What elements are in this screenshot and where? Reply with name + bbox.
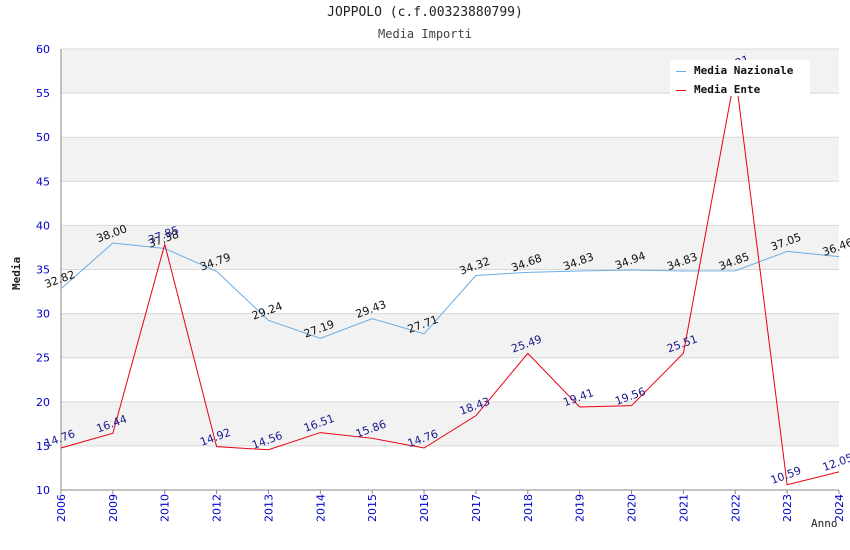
y-tick-label: 15 <box>36 440 50 453</box>
y-axis-label: Media <box>10 256 23 290</box>
x-tick-label: 2006 <box>55 494 68 522</box>
x-tick-label: 2024 <box>833 494 846 522</box>
x-tick-label: 2012 <box>211 494 224 522</box>
y-tick-label: 55 <box>36 87 50 100</box>
x-tick-label: 2009 <box>107 494 120 522</box>
series-line-ente <box>60 73 840 486</box>
x-tick-label: 2013 <box>262 494 275 522</box>
y-tick-label: 35 <box>36 264 50 277</box>
legend-label-nazionale: Media Nazionale <box>694 64 794 77</box>
x-tick-label: 2015 <box>366 494 379 522</box>
series-line-nazionale <box>60 242 840 339</box>
legend: Media Nazionale Media Ente <box>670 60 810 96</box>
grid-band <box>61 137 839 182</box>
x-tick-label: 2023 <box>781 494 794 522</box>
x-tick-label: 2021 <box>677 494 690 522</box>
y-tick-label: 10 <box>36 484 50 497</box>
x-tick-label: 2019 <box>574 494 587 522</box>
gridlines <box>61 48 839 491</box>
y-tick-label: 30 <box>36 308 50 321</box>
y-tick-label: 20 <box>36 396 50 409</box>
data-label: 10.59 <box>769 464 803 487</box>
y-tick-label: 45 <box>36 175 50 188</box>
y-tick-label: 40 <box>36 219 50 232</box>
legend-swatch-ente <box>676 90 686 91</box>
x-tick-label: 2010 <box>159 494 172 522</box>
data-label: 12.05 <box>821 451 850 474</box>
x-tick-label: 2020 <box>626 494 639 522</box>
chart-title: JOPPOLO (c.f.00323880799) <box>327 5 523 20</box>
axes <box>60 49 840 494</box>
legend-item-ente: Media Ente <box>670 79 810 97</box>
x-tick-label: 2014 <box>314 494 327 522</box>
x-tick-label: 2017 <box>470 494 483 522</box>
legend-label-ente: Media Ente <box>694 83 761 96</box>
grid-band <box>61 401 839 446</box>
x-tick-label: 2018 <box>522 494 535 522</box>
x-axis-label: Anno <box>811 517 838 530</box>
chart-subtitle: Media Importi <box>378 27 472 41</box>
x-tick-label: 2016 <box>418 494 431 522</box>
series-lines <box>60 73 840 486</box>
y-tick-label: 60 <box>36 43 50 56</box>
x-tick-labels: 2006 2009 2010 2012 2013 2014 2015 2016 2017 2018… <box>55 494 846 522</box>
grid-band <box>61 313 839 358</box>
legend-item-nazionale: Media Nazionale <box>670 60 810 78</box>
data-label: 14.76 <box>43 427 77 450</box>
y-tick-labels: 10 15 20 25 30 35 40 45 50 55 60 <box>36 43 50 497</box>
x-tick-label: 2022 <box>729 494 742 522</box>
grid-band <box>61 225 839 270</box>
y-tick-label: 25 <box>36 352 50 365</box>
legend-swatch-nazionale <box>676 71 686 72</box>
y-tick-label: 50 <box>36 131 50 144</box>
background-bands <box>61 49 839 446</box>
